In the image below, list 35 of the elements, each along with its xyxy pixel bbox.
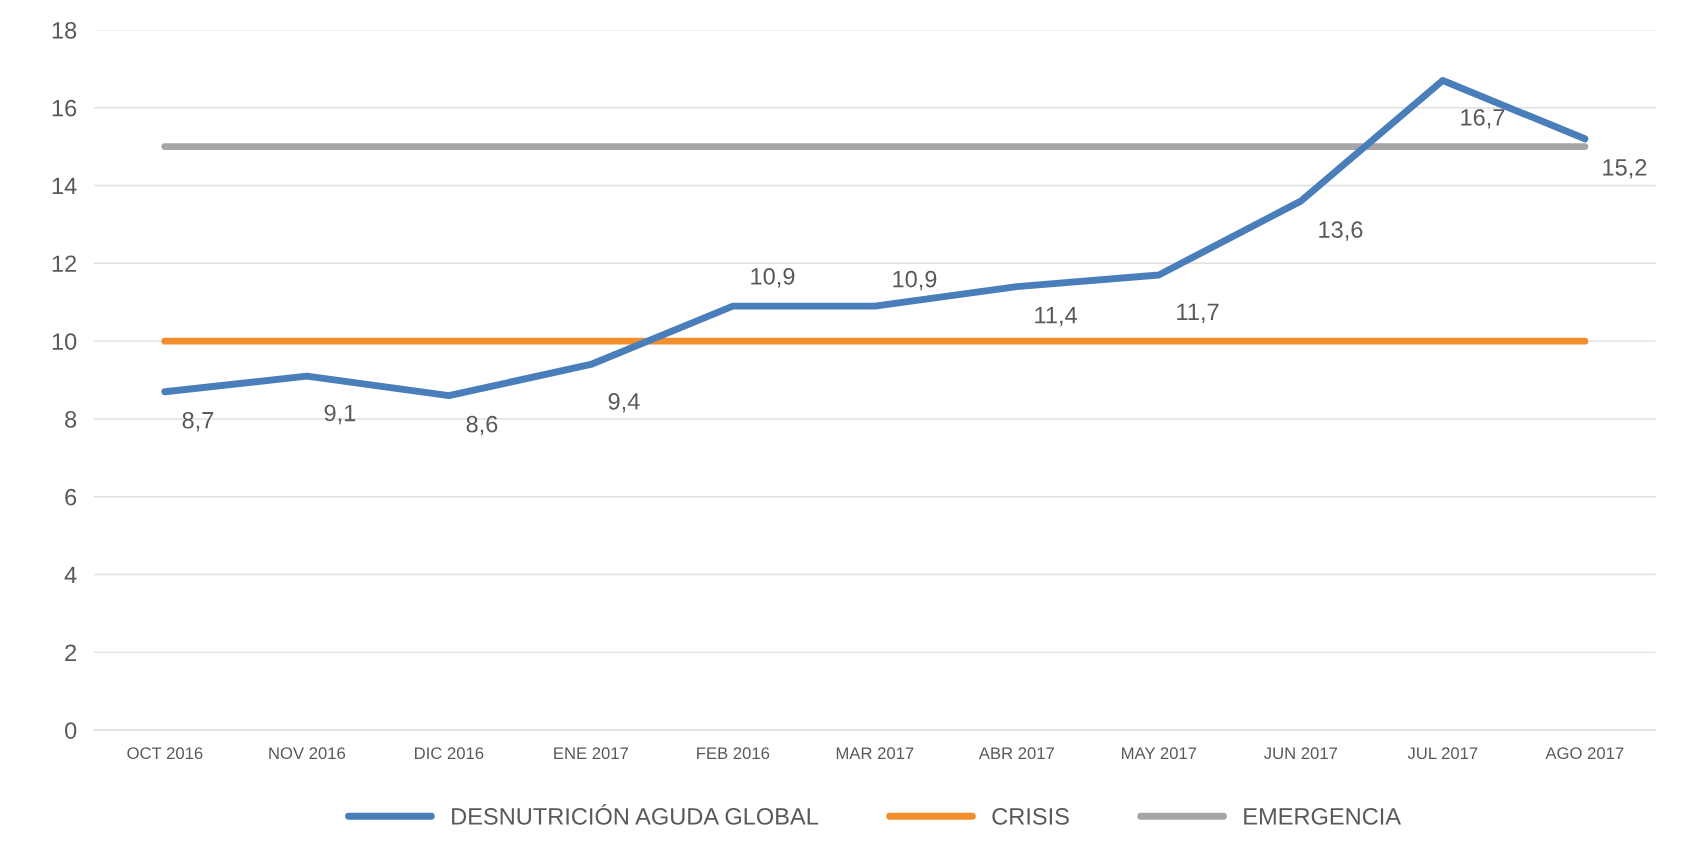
y-tick-label: 18 [52,21,77,39]
legend-label: CRISIS [992,808,1069,825]
data-label: 16,7 [1461,108,1505,129]
x-tick-label: NOV 2016 [269,747,346,760]
data-label: 9,4 [608,392,640,413]
data-label: 11,4 [1035,307,1078,327]
x-tick-label: JUL 2017 [1407,747,1478,760]
data-label: 11,7 [1177,303,1219,323]
y-tick-label: 14 [52,177,77,195]
x-tick-label: FEB 2016 [697,747,770,760]
y-tick-label: 0 [65,722,77,739]
x-tick-label: AGO 2017 [1545,747,1624,760]
legend-label: EMERGENCIA [1244,808,1401,825]
y-tick-label: 4 [64,566,77,584]
data-label: 8,6 [466,415,498,436]
x-tick-label: MAR 2017 [836,747,914,760]
data-label: 10,9 [893,270,937,291]
x-tick-label: JUN 2017 [1264,747,1338,760]
y-tick-label: 6 [65,488,77,506]
y-tick-label: 2 [65,644,77,661]
x-tick-label: DIC 2016 [415,747,484,760]
data-label: 13,6 [1319,221,1363,241]
legend-label: DESNUTRICIÓN AGUDA GLOBAL [452,804,819,825]
x-tick-label: ENE 2017 [554,747,629,760]
data-label: 10,9 [751,267,795,288]
y-tick-label: 12 [52,255,77,272]
x-tick-label: OCT 2016 [127,747,203,760]
y-tick-label: 16 [52,99,77,117]
data-label: 8,7 [182,411,214,432]
data-label: 9,1 [324,404,356,425]
x-tick-label: MAY 2017 [1122,747,1197,760]
y-tick-label: 10 [52,333,77,350]
y-tick-label: 8 [65,411,77,428]
data-label: 15,2 [1603,159,1647,179]
x-tick-label: ABR 2017 [978,747,1054,760]
